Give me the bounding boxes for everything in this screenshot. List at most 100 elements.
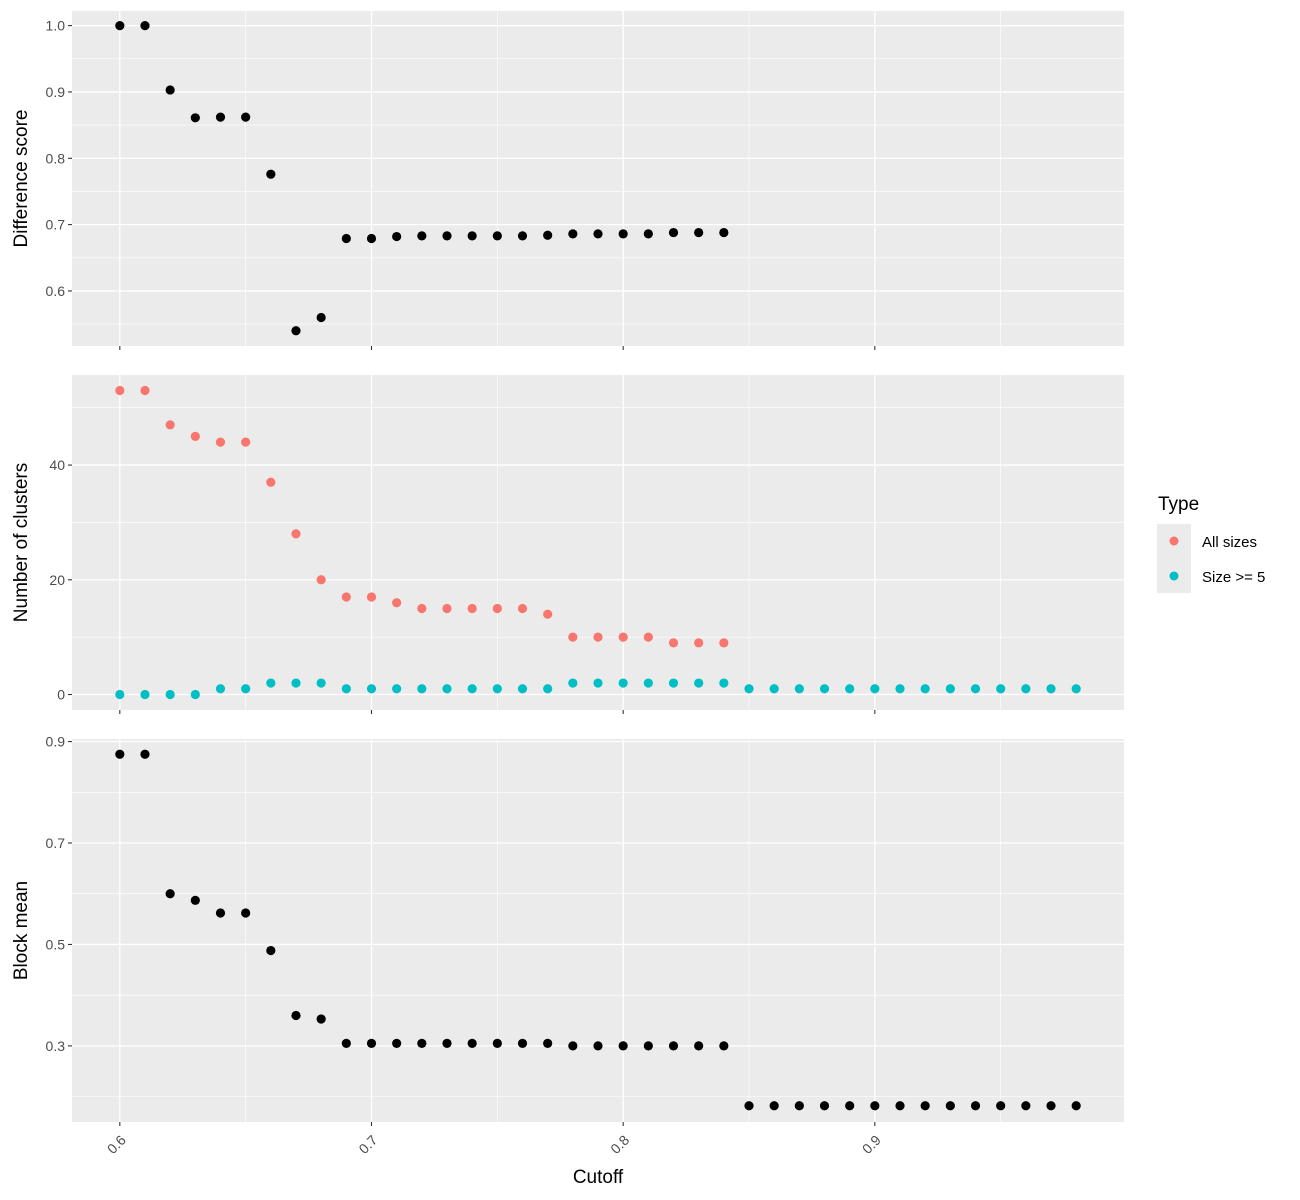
data-point [417, 603, 427, 614]
data-point [895, 684, 905, 694]
data-point [517, 684, 528, 694]
y-axis-title: Number of clusters [11, 463, 32, 622]
data-point [643, 1041, 653, 1051]
data-point [1046, 684, 1056, 694]
data-point [996, 1101, 1006, 1111]
legend-key-size-ge-5 [1169, 571, 1179, 581]
x-axis-title: Cutoff [573, 1167, 624, 1188]
data-point [115, 689, 125, 700]
data-point [442, 231, 452, 241]
data-point [316, 575, 326, 585]
data-point [568, 229, 578, 239]
data-point [719, 638, 729, 648]
data-point [1046, 1101, 1056, 1111]
data-point [920, 684, 930, 694]
data-point [920, 1101, 930, 1111]
data-point [417, 684, 427, 694]
data-point [467, 1038, 477, 1048]
data-point [316, 1014, 326, 1024]
data-point [366, 233, 377, 244]
data-point [442, 1038, 452, 1048]
data-point [970, 1101, 981, 1111]
y-axis-title: Block mean [11, 881, 32, 980]
data-point [417, 231, 427, 241]
data-point [392, 684, 402, 694]
data-point [694, 1041, 704, 1051]
data-point [643, 632, 653, 642]
data-point [1021, 684, 1031, 694]
data-point [266, 169, 276, 179]
data-point [392, 1038, 402, 1048]
data-point [643, 678, 653, 688]
data-point [568, 1041, 578, 1051]
data-point [341, 684, 351, 694]
legend: Type All sizes Size >= 5 [1157, 494, 1265, 593]
data-point [719, 227, 729, 238]
data-point [165, 889, 175, 899]
data-point [140, 749, 150, 759]
data-point [543, 1038, 553, 1048]
data-point [845, 1101, 855, 1111]
data-point [417, 1038, 427, 1048]
data-point [618, 632, 628, 642]
y-tick-label: 0.5 [46, 936, 66, 952]
data-point [819, 684, 830, 694]
data-point [970, 684, 981, 694]
data-point [517, 231, 528, 241]
y-tick-label: 40 [49, 457, 65, 473]
data-point [870, 1101, 880, 1111]
data-point [668, 227, 679, 238]
data-point [769, 684, 779, 694]
data-point [668, 1041, 679, 1051]
data-point [190, 689, 200, 700]
data-point [719, 678, 729, 688]
data-point [543, 684, 553, 694]
data-point [945, 684, 955, 694]
data-point [316, 312, 326, 323]
data-point [215, 112, 226, 122]
data-point [241, 908, 251, 918]
y-tick-label: 0.9 [46, 734, 66, 750]
data-point [467, 231, 477, 241]
data-point [668, 678, 679, 688]
data-point [140, 385, 150, 396]
panel-background [72, 11, 1124, 346]
legend-title: Type [1158, 494, 1199, 515]
data-point [593, 1041, 603, 1051]
data-point [241, 437, 251, 447]
data-point [366, 592, 377, 602]
panel-1: 0.6 0.7 0.8 0.9 1.0 Difference score [11, 11, 1124, 350]
data-point [593, 229, 603, 239]
data-point [266, 678, 276, 688]
data-point [794, 1101, 804, 1111]
data-point [442, 603, 452, 614]
data-point [492, 1038, 502, 1048]
series-all-sizes [115, 385, 729, 648]
data-point [945, 1101, 955, 1111]
data-point [492, 684, 502, 694]
data-point [215, 908, 226, 918]
data-point [291, 529, 301, 539]
data-point [996, 684, 1006, 694]
y-axis-title: Difference score [11, 110, 32, 248]
data-point [190, 895, 200, 905]
data-point [618, 1041, 628, 1051]
y-tick-label: 0.7 [46, 835, 66, 851]
data-point [1071, 684, 1081, 694]
series-panel-1-series-1 [115, 20, 729, 336]
y-tick-label: 0.3 [46, 1038, 66, 1054]
data-point [291, 1010, 301, 1021]
data-point [845, 684, 855, 694]
data-point [341, 1038, 351, 1048]
data-point [517, 603, 528, 614]
data-point [215, 437, 226, 447]
y-tick-label: 0.8 [46, 150, 66, 166]
data-point [165, 420, 175, 430]
data-point [442, 684, 452, 694]
data-point [568, 678, 578, 688]
data-point [819, 1101, 830, 1111]
data-point [568, 632, 578, 642]
y-tick-label: 20 [49, 572, 65, 588]
data-point [1021, 1101, 1031, 1111]
